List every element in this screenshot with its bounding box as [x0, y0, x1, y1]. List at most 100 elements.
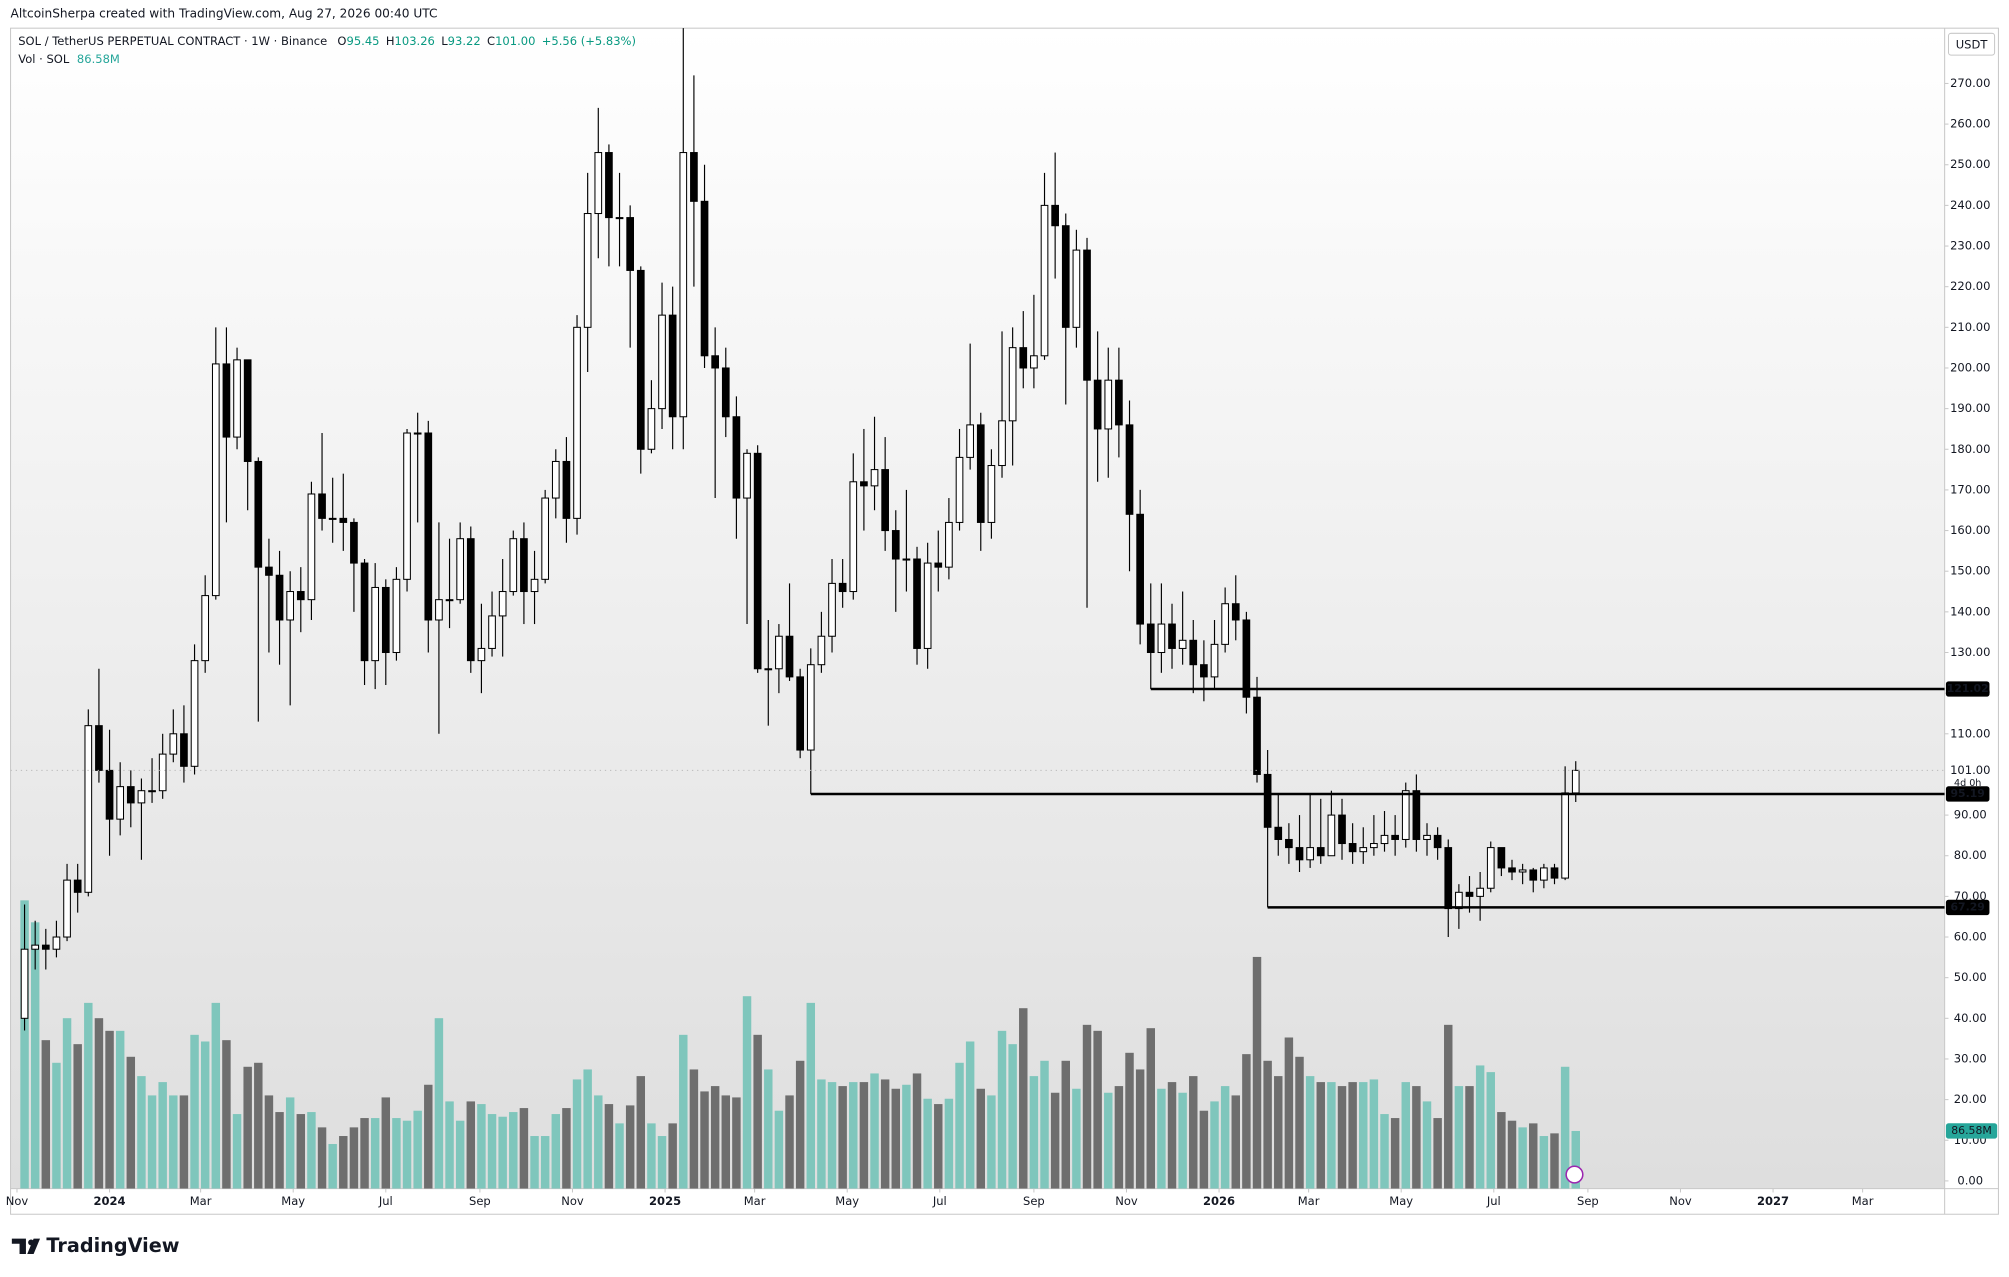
plot-background: [10, 28, 1945, 1189]
y-tick-label: 150.00: [1950, 564, 1990, 578]
x-tick-label: 2026: [1203, 1194, 1235, 1208]
quote-change: +5.56 (+5.83%): [542, 33, 636, 47]
y-tick-label: 60.00: [1954, 930, 1987, 944]
volume-bar: [137, 1076, 146, 1189]
volume-tag: [1945, 1123, 1998, 1139]
candle-body: [41, 944, 50, 950]
volume-bar: [1050, 1092, 1060, 1189]
x-tick-label: May: [281, 1194, 305, 1208]
x-tick-label: Nov: [6, 1194, 29, 1208]
quote-key: C: [487, 33, 495, 47]
candle-body: [1348, 843, 1357, 853]
volume-value: 86.58M: [77, 51, 120, 65]
candle-body: [1497, 847, 1506, 869]
volume-bar: [243, 1066, 252, 1189]
candle-body: [31, 944, 40, 950]
x-tick-label: Sep: [469, 1194, 491, 1208]
x-tick-label: Mar: [744, 1194, 766, 1208]
candle-body: [817, 635, 826, 666]
candle-body: [902, 558, 911, 561]
quote-value: 93.22: [448, 33, 481, 47]
candle-body: [254, 460, 263, 568]
volume-bar: [1497, 1112, 1506, 1189]
volume-bar: [211, 1002, 221, 1189]
candle-body: [1253, 696, 1261, 775]
volume-bar: [519, 1108, 529, 1189]
candle-body: [1476, 887, 1484, 897]
volume-bar: [636, 1076, 646, 1189]
volume-bar: [1008, 1044, 1017, 1189]
candle-body: [1125, 424, 1134, 515]
candle-body: [828, 582, 836, 637]
quote-key: L: [441, 33, 448, 47]
volume-bar: [200, 1041, 210, 1189]
candle-body: [1359, 847, 1368, 853]
volume-bar: [1029, 1076, 1039, 1189]
candle-body: [488, 615, 496, 649]
volume-bar: [732, 1097, 741, 1189]
volume-bar: [84, 1002, 93, 1189]
y-tick-label: 110.00: [1950, 726, 1990, 740]
y-tick-label: 50.00: [1954, 970, 1987, 984]
candle-body: [551, 460, 560, 499]
candle-body: [700, 200, 709, 357]
volume-bar: [413, 1110, 422, 1189]
candle-body: [966, 424, 974, 458]
candle-body: [594, 152, 603, 215]
volume-bar: [530, 1136, 539, 1189]
candle-body: [881, 469, 889, 532]
footer-logo: TradingView: [11, 1234, 180, 1257]
candle-body: [1168, 623, 1176, 649]
volume-bar: [679, 1034, 688, 1189]
event-icon[interactable]: [1565, 1165, 1584, 1184]
y-tick-label: 70.00: [1954, 889, 1987, 903]
candle-body: [498, 591, 507, 617]
volume-bar: [190, 1034, 199, 1189]
candle-body: [265, 566, 273, 576]
x-tick-label: Nov: [1115, 1194, 1138, 1208]
volume-bar: [73, 1044, 82, 1189]
volume-bar: [572, 1079, 582, 1189]
y-tick-label: 190.00: [1950, 401, 1990, 415]
candle-body: [1061, 225, 1070, 328]
candle-body: [541, 497, 550, 580]
volume-bar: [477, 1104, 486, 1189]
y-tick-label: 90.00: [1954, 808, 1987, 822]
volume-bar: [1422, 1101, 1432, 1189]
candle-body: [95, 725, 103, 771]
volume-bar: [774, 1110, 784, 1189]
candle-body: [1380, 834, 1389, 845]
volume-bar: [1369, 1079, 1379, 1189]
quote-value: 103.26: [395, 33, 435, 47]
volume-bar: [1093, 1030, 1102, 1189]
level-label: 121.02: [1947, 682, 1989, 695]
volume-bar: [317, 1127, 327, 1189]
candle-body: [1146, 623, 1155, 654]
volume-bar: [849, 1082, 858, 1189]
volume-bar: [668, 1123, 677, 1189]
candle-body: [806, 664, 815, 751]
candle-body: [1571, 769, 1580, 794]
volume-bar: [955, 1062, 964, 1189]
volume-bar: [370, 1118, 380, 1189]
y-tick-label: 30.00: [1954, 1051, 1987, 1065]
volume-bar: [232, 1114, 242, 1189]
volume-bar: [1316, 1082, 1325, 1189]
candle-body: [1306, 847, 1314, 861]
candle-body: [116, 786, 125, 820]
volume-bar: [764, 1069, 773, 1189]
volume-bar: [540, 1136, 550, 1189]
volume-bar: [1167, 1082, 1177, 1189]
y-tick-label: 140.00: [1950, 604, 1990, 618]
candle-body: [721, 367, 730, 418]
volume-bar: [52, 1062, 61, 1189]
volume-bar: [1189, 1076, 1198, 1189]
level-tag: [1945, 786, 1990, 802]
level-label: 95.19: [1950, 787, 1984, 800]
candle-body: [1412, 790, 1421, 840]
volume-bar: [296, 1114, 306, 1189]
candle-body: [870, 469, 879, 487]
candle-body: [1115, 379, 1123, 426]
candle-body: [105, 769, 114, 820]
